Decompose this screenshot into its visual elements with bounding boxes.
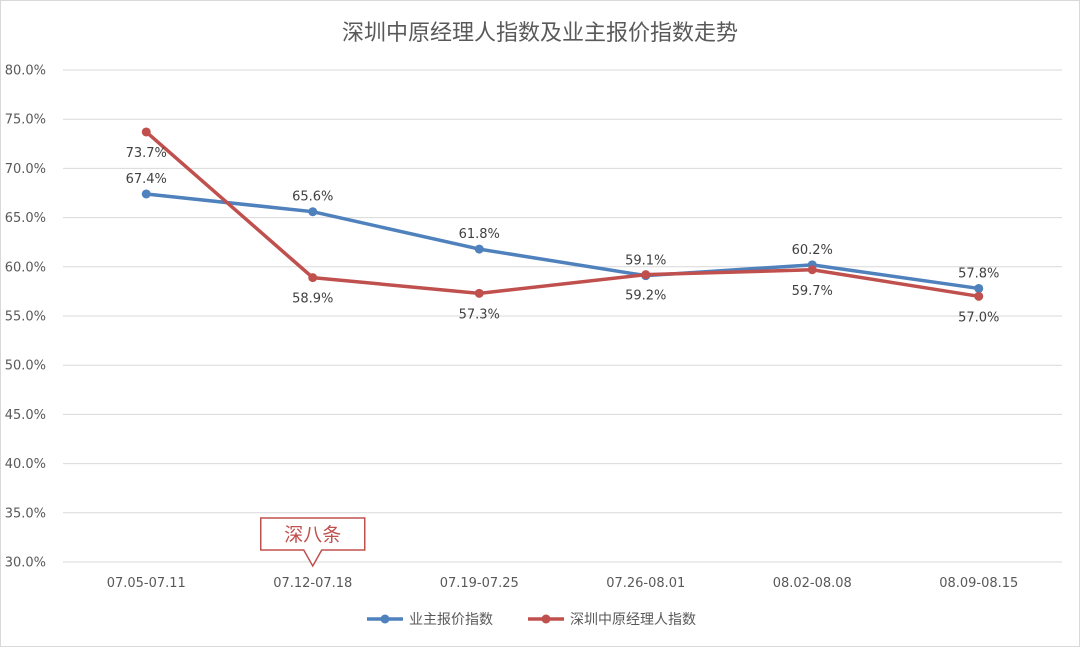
y-tick-label: 60.0%: [5, 260, 46, 275]
data-labels: 67.4% 65.6% 61.8% 59.1% 60.2% 57.8% 73.7% 58.9%…: [126, 146, 1000, 325]
data-point: [474, 244, 484, 254]
data-point: [141, 127, 151, 137]
data-point: [641, 270, 651, 280]
data-label: 57.3%: [459, 307, 500, 322]
x-axis-ticks: 07.05-07.11 07.12-07.18 07.19-07.25 07.26-0…: [107, 576, 1019, 591]
data-point: [974, 291, 984, 301]
data-label: 65.6%: [292, 190, 333, 205]
annotation-label: 深八条: [284, 524, 341, 546]
data-label: 73.7%: [126, 146, 167, 161]
y-tick-label: 70.0%: [5, 162, 46, 177]
data-point: [807, 265, 817, 275]
x-tick-label: 07.12-07.18: [273, 576, 352, 591]
x-tick-label: 08.02-08.08: [773, 576, 852, 591]
gridlines: [63, 69, 1062, 563]
data-label: 58.9%: [292, 292, 333, 307]
y-tick-label: 65.0%: [5, 211, 46, 226]
data-label: 59.2%: [625, 289, 666, 304]
x-tick-label: 07.05-07.11: [107, 576, 186, 591]
series-layer: [141, 127, 984, 301]
legend-item[interactable]: 深圳中原经理人指数: [528, 612, 696, 628]
data-point: [308, 207, 318, 217]
legend-label: 深圳中原经理人指数: [570, 612, 696, 628]
chart-title: 深圳中原经理人指数及业主报价指数走势: [342, 21, 738, 46]
data-label: 61.8%: [459, 227, 500, 242]
data-point: [141, 189, 151, 199]
y-tick-label: 50.0%: [5, 359, 46, 374]
legend[interactable]: 业主报价指数 深圳中原经理人指数: [367, 612, 696, 628]
legend-marker: [541, 614, 551, 624]
y-tick-label: 40.0%: [5, 457, 46, 472]
series-line: [144, 192, 981, 291]
y-tick-label: 30.0%: [5, 556, 46, 571]
annotation-callout: [260, 517, 366, 568]
y-tick-label: 35.0%: [5, 506, 46, 521]
y-tick-label: 45.0%: [5, 408, 46, 423]
x-tick-label: 08.09-08.15: [939, 576, 1018, 591]
x-tick-label: 07.26-08.01: [606, 576, 685, 591]
y-tick-label: 75.0%: [5, 113, 46, 128]
y-axis-ticks: 30.0% 35.0% 40.0% 45.0% 50.0% 55.0% 60.0% 65.0%…: [5, 64, 46, 571]
data-label: 57.8%: [958, 266, 999, 281]
data-label: 57.0%: [958, 310, 999, 325]
data-point: [308, 273, 318, 283]
legend-marker: [380, 614, 390, 624]
legend-label: 业主报价指数: [409, 612, 493, 628]
data-label: 67.4%: [126, 172, 167, 187]
y-tick-label: 80.0%: [5, 64, 46, 79]
data-point: [974, 283, 984, 293]
data-point: [474, 288, 484, 298]
data-label: 59.7%: [792, 284, 833, 299]
data-label: 59.1%: [625, 254, 666, 269]
x-tick-label: 07.19-07.25: [440, 576, 519, 591]
series-line: [144, 130, 981, 299]
annotation: 深八条: [260, 517, 366, 568]
y-tick-label: 55.0%: [5, 310, 46, 325]
legend-item[interactable]: 业主报价指数: [367, 612, 493, 628]
data-label: 60.2%: [792, 243, 833, 258]
